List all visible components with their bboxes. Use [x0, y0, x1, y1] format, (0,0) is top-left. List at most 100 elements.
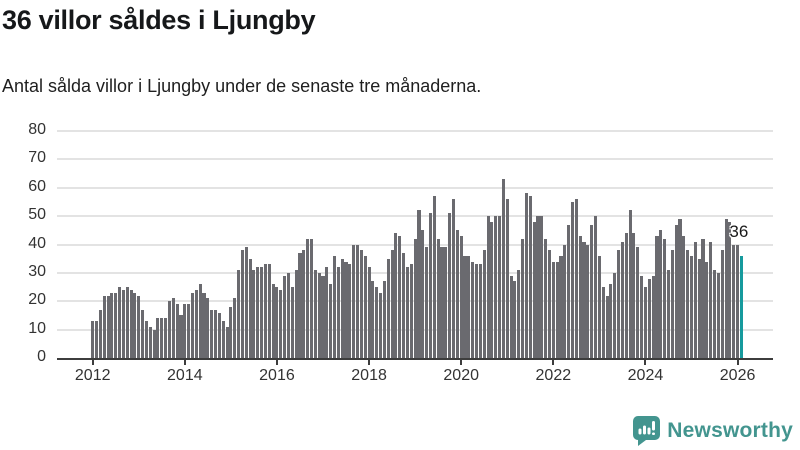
chart-title: 36 villor såldes i Ljungby [2, 5, 316, 35]
bar [187, 304, 191, 358]
y-axis-tick-label: 80 [28, 121, 46, 138]
bar [563, 244, 567, 358]
bar [106, 295, 110, 358]
bar [574, 199, 578, 358]
bar [628, 210, 632, 358]
y-axis-tick-label: 70 [28, 149, 46, 167]
newsworthy-logo-text: Newsworthy [667, 418, 793, 442]
bar [237, 270, 241, 358]
bar [532, 221, 536, 358]
bar [636, 247, 640, 358]
bar [179, 315, 183, 358]
bar [613, 272, 617, 358]
bar [701, 238, 705, 358]
bar [167, 301, 172, 358]
y-axis-tick-label: 30 [28, 262, 46, 280]
bar [325, 267, 329, 358]
bar [709, 241, 713, 358]
bar [340, 258, 344, 358]
bar [567, 224, 571, 358]
bar [394, 233, 398, 358]
bar [509, 275, 513, 358]
bar [601, 287, 605, 358]
x-axis-tick-label: 2014 [167, 367, 203, 384]
x-axis-tick-label: 2020 [443, 367, 479, 384]
bar [382, 281, 386, 358]
bar [670, 250, 674, 358]
bar [528, 196, 532, 358]
bar [298, 253, 302, 358]
bar [336, 267, 340, 358]
x-axis-tick-label: 2012 [74, 367, 111, 384]
bar [171, 298, 175, 358]
bar [590, 224, 594, 358]
bar [647, 278, 651, 358]
bar [586, 244, 590, 358]
bar [198, 284, 202, 358]
bar [102, 295, 106, 358]
bar [190, 292, 195, 358]
bar [693, 241, 697, 358]
bar [555, 261, 559, 358]
bar [183, 304, 187, 358]
bar [402, 253, 406, 358]
y-axis-tick-label: 10 [28, 319, 46, 337]
bar [137, 295, 141, 358]
bar [724, 218, 728, 358]
bar [428, 213, 433, 358]
y-axis-tick-label: 60 [28, 177, 46, 195]
grid-line [57, 158, 773, 161]
bar [524, 193, 528, 358]
bar [129, 289, 133, 358]
bar [321, 275, 325, 358]
bar [632, 233, 636, 358]
bar [609, 284, 613, 358]
x-axis-tick-label: 2026 [719, 367, 756, 384]
bar [498, 216, 502, 358]
bar [125, 287, 129, 358]
bar [240, 250, 244, 358]
bar [605, 295, 609, 358]
bar [244, 247, 248, 358]
bar [344, 261, 348, 358]
newsworthy-logo: Newsworthy [632, 415, 793, 446]
x-axis-tick-mark [275, 360, 278, 365]
bar [229, 306, 233, 358]
bar [682, 235, 686, 358]
bar [689, 255, 694, 358]
bar [371, 281, 375, 358]
x-axis-tick-mark [552, 360, 555, 365]
bar [678, 218, 682, 358]
bar [283, 275, 287, 358]
bar [306, 238, 310, 358]
bar [175, 304, 179, 358]
bar [713, 270, 717, 358]
bar [697, 258, 701, 358]
y-axis-tick-label: 50 [28, 206, 46, 224]
bar [332, 255, 337, 358]
bar [517, 270, 521, 358]
x-axis-tick-label: 2024 [627, 367, 664, 384]
bar [720, 250, 724, 358]
bar [313, 270, 317, 358]
x-axis-tick-mark [368, 360, 371, 365]
x-axis-tick-mark [460, 360, 463, 365]
bar [160, 318, 164, 358]
bar [118, 287, 122, 358]
bar [390, 250, 394, 358]
bar [643, 287, 647, 358]
bar [490, 221, 494, 358]
x-axis-tick-mark [91, 360, 94, 365]
bar [225, 326, 229, 358]
bar [221, 321, 225, 358]
bar [624, 233, 628, 358]
bar [275, 287, 279, 358]
bar [551, 261, 555, 358]
grid-line [57, 130, 773, 132]
bar [233, 298, 237, 358]
bar [659, 230, 663, 358]
bar [133, 292, 137, 358]
last-value-label: 36 [729, 221, 749, 241]
bar [451, 199, 456, 358]
